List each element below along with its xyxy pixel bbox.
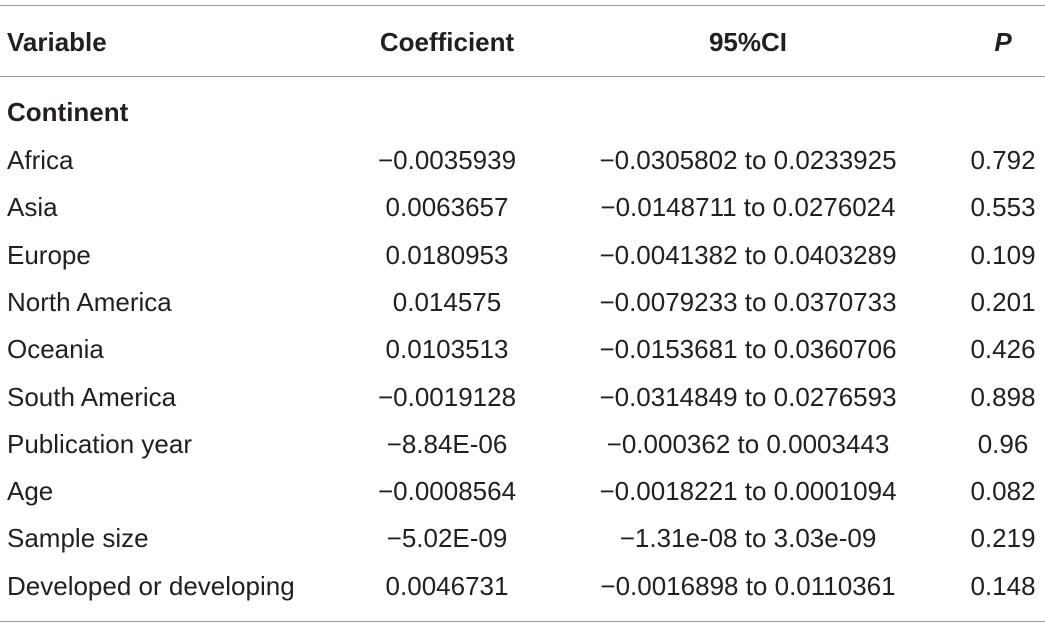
cell-p-value: 0.109 <box>970 239 1036 270</box>
cell-ci: −0.0018221 to 0.0001094 <box>599 476 897 507</box>
cell-coefficient: 0.014575 <box>392 286 502 317</box>
cell-ci: −0.0314849 to 0.0276593 <box>599 381 897 412</box>
header-ci: 95%CI <box>708 27 788 57</box>
header-rule <box>0 76 1045 77</box>
header-coefficient: Coefficient <box>379 27 515 57</box>
cell-p-value: 0.792 <box>970 145 1036 175</box>
cell-ci: −1.31e-08 to 3.03e-09 <box>619 523 877 554</box>
cell-variable: Europe <box>7 239 91 270</box>
cell-p-value: 0.201 <box>970 286 1036 317</box>
section-label: Continent <box>7 97 129 127</box>
cell-variable: South America <box>7 381 177 412</box>
bottom-rule <box>0 621 1045 622</box>
cell-p-value: 0.96 <box>977 428 1029 459</box>
cell-coefficient: −0.0008564 <box>377 476 517 507</box>
cell-ci: −0.0079233 to 0.0370733 <box>599 286 897 317</box>
cell-coefficient: −0.0035939 <box>377 145 517 175</box>
cell-p-value: 0.219 <box>970 523 1036 554</box>
cell-ci: −0.0148711 to 0.0276024 <box>600 192 896 223</box>
cell-coefficient: −5.02E-09 <box>386 523 508 554</box>
cell-coefficient: 0.0103513 <box>385 334 509 365</box>
cell-ci: −0.0016898 to 0.0110361 <box>600 570 896 601</box>
cell-variable: North America <box>7 286 172 317</box>
cell-variable: Africa <box>7 145 74 175</box>
cell-variable: Developed or developing <box>7 570 295 601</box>
cell-coefficient: 0.0180953 <box>385 239 509 270</box>
cell-variable: Sample size <box>7 523 149 554</box>
cell-p-value: 0.082 <box>970 476 1036 507</box>
cell-p-value: 0.426 <box>970 334 1036 365</box>
cell-coefficient: 0.0046731 <box>385 570 509 601</box>
top-rule <box>0 5 1045 6</box>
header-variable: Variable <box>7 27 107 57</box>
cell-coefficient: −8.84E-06 <box>386 428 508 459</box>
cell-variable: Asia <box>7 192 58 223</box>
cell-p-value: 0.898 <box>970 381 1036 412</box>
cell-coefficient: −0.0019128 <box>377 381 517 412</box>
cell-ci: −0.0153681 to 0.0360706 <box>599 334 897 365</box>
cell-coefficient: 0.0063657 <box>385 192 509 223</box>
cell-p-value: 0.553 <box>970 192 1036 223</box>
cell-variable: Age <box>7 476 54 507</box>
cell-ci: −0.000362 to 0.0003443 <box>606 428 890 459</box>
cell-ci: −0.0305802 to 0.0233925 <box>599 145 897 175</box>
cell-variable: Publication year <box>7 428 192 459</box>
cell-variable: Oceania <box>7 334 104 365</box>
cell-p-value: 0.148 <box>970 570 1036 601</box>
header-p-value: P <box>994 27 1012 57</box>
cell-ci: −0.0041382 to 0.0403289 <box>599 239 897 270</box>
